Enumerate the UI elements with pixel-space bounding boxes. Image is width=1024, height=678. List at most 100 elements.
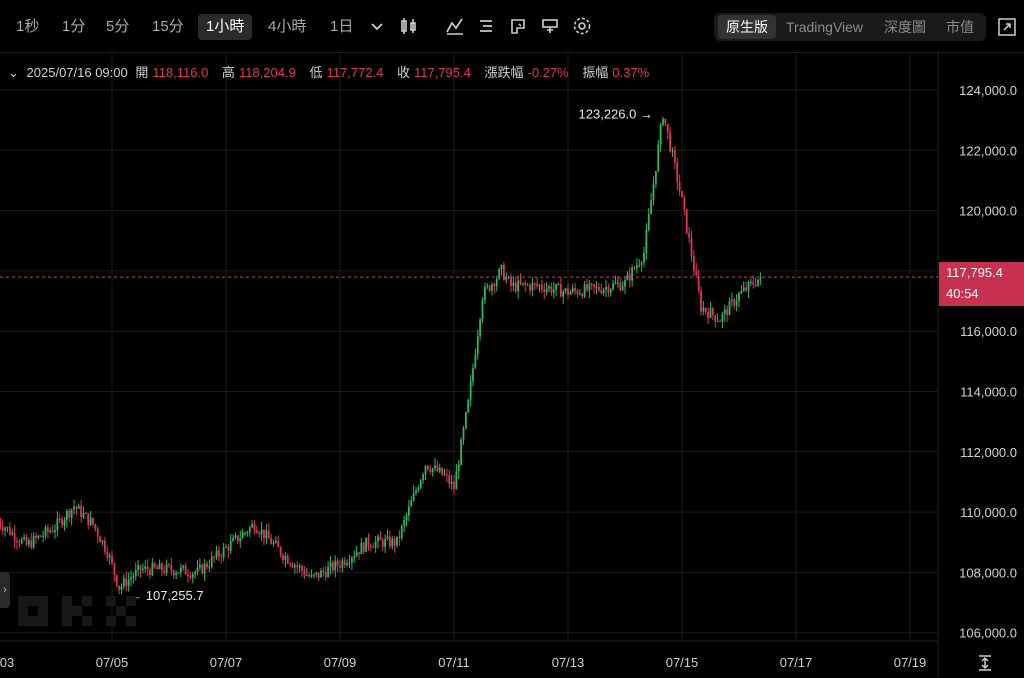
- candle-body: [628, 274, 631, 281]
- candle-body: [127, 579, 130, 587]
- candle-body: [524, 282, 527, 285]
- candle-body: [141, 568, 144, 571]
- candle-body: [258, 532, 261, 535]
- candle-body: [111, 555, 113, 564]
- candle-body: [75, 506, 78, 509]
- candle-body: [538, 285, 541, 287]
- candle-body: [491, 284, 493, 291]
- candle-body: [657, 144, 660, 172]
- candle-body: [410, 500, 413, 507]
- candle-body: [208, 566, 211, 568]
- candle-body: [198, 564, 201, 568]
- view-depth[interactable]: 深度圖: [884, 19, 926, 35]
- x-tick-label: 07/15: [666, 655, 699, 670]
- candle-body: [360, 542, 363, 554]
- timeframe-4h[interactable]: 4小時: [268, 18, 307, 35]
- candle-body: [666, 123, 669, 133]
- candle-body: [609, 289, 612, 293]
- candle-type-icon[interactable]: [398, 15, 420, 37]
- candle-body: [201, 564, 204, 574]
- candle-body: [163, 570, 166, 573]
- chevron-down-icon[interactable]: [366, 15, 388, 37]
- candle-body: [719, 320, 721, 322]
- candle-body: [77, 505, 80, 509]
- candle-body: [149, 570, 151, 576]
- candle-body: [695, 270, 698, 276]
- alert-icon[interactable]: [539, 15, 561, 37]
- candle-body: [305, 574, 308, 576]
- bar-countdown: 40:54: [946, 286, 979, 301]
- side-panel-handle[interactable]: ›: [0, 572, 10, 608]
- y-tick-label: 116,000.0: [960, 324, 1017, 339]
- timeframe-1h[interactable]: 1小時: [198, 14, 253, 40]
- x-tick-label: 07/13: [552, 655, 585, 670]
- view-native[interactable]: 原生版: [718, 15, 776, 39]
- candle-body: [574, 288, 577, 291]
- candle-body: [562, 291, 565, 297]
- list-icon[interactable]: [475, 15, 497, 37]
- timeframe-1s[interactable]: 1秒: [16, 18, 40, 35]
- view-tradingview[interactable]: TradingView: [786, 19, 864, 35]
- candle-body: [120, 586, 123, 590]
- candle-body: [396, 536, 398, 546]
- candle-body: [189, 576, 192, 578]
- timeframe-1d[interactable]: 1日: [330, 18, 354, 35]
- candle-body: [426, 465, 429, 470]
- ohlc-date: 2025/07/16 09:00: [26, 65, 128, 80]
- candle-body: [683, 197, 686, 210]
- candle-body: [210, 556, 213, 567]
- candle-body: [89, 517, 92, 525]
- candle-body: [550, 286, 553, 293]
- settings-icon[interactable]: [571, 15, 593, 37]
- candle-body: [607, 286, 610, 293]
- y-tick-label: 108,000.0: [959, 565, 1017, 580]
- candle-body: [94, 524, 97, 529]
- axis-auto-icon[interactable]: [975, 653, 995, 673]
- candle-body: [517, 280, 520, 292]
- candle-body: [543, 289, 546, 293]
- candle-body: [63, 520, 66, 526]
- view-market-cap[interactable]: 市值: [946, 19, 974, 35]
- price-chart[interactable]: 124,000.0122,000.0120,000.0118,000.0116,…: [0, 52, 1024, 678]
- candle-body: [688, 232, 691, 238]
- candle-body: [322, 570, 325, 573]
- candle-body: [704, 307, 707, 312]
- candle-body: [643, 253, 645, 263]
- candle-body: [555, 284, 558, 290]
- candle-body: [531, 283, 534, 291]
- ohlc-collapse-icon[interactable]: ⌄: [8, 65, 19, 80]
- candle-body: [488, 285, 491, 291]
- y-tick-label: 114,000.0: [960, 385, 1017, 400]
- candle-body: [467, 399, 470, 413]
- candle-body: [217, 550, 220, 557]
- candle-body: [714, 315, 717, 322]
- candle-body: [73, 506, 75, 510]
- candle-body: [0, 521, 2, 527]
- candle-body: [58, 518, 61, 520]
- timeframe-1m[interactable]: 1分: [62, 18, 86, 35]
- candle-body: [225, 546, 227, 548]
- candle-body: [728, 300, 731, 316]
- timeframe-15m[interactable]: 15分: [152, 18, 184, 35]
- high-label: 高: [221, 65, 235, 80]
- timeframe-5m[interactable]: 5分: [106, 18, 130, 35]
- candle-body: [44, 527, 47, 536]
- candle-body: [8, 527, 11, 535]
- candle-body: [106, 551, 109, 558]
- candle-body: [441, 467, 444, 475]
- candle-body: [1, 526, 4, 531]
- candle-body: [96, 528, 99, 537]
- change-value: -0.27%: [527, 65, 569, 80]
- candle-body: [443, 474, 446, 476]
- candle-body: [588, 283, 591, 291]
- candle-body: [619, 282, 622, 290]
- x-tick-label: 07/07: [210, 655, 243, 670]
- drawing-icon[interactable]: [507, 15, 529, 37]
- candle-body: [137, 565, 140, 570]
- candle-body: [179, 567, 182, 573]
- candle-body: [614, 283, 617, 285]
- fullscreen-icon[interactable]: [996, 16, 1018, 38]
- candle-body: [453, 481, 455, 490]
- indicator-icon[interactable]: [444, 15, 466, 37]
- candle-body: [165, 564, 168, 573]
